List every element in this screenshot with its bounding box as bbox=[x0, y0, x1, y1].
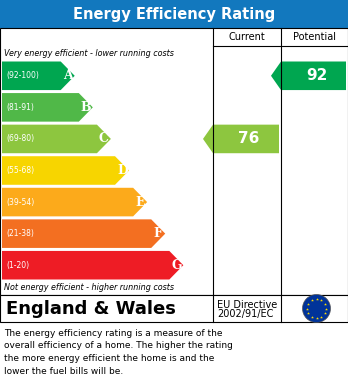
Text: EU Directive: EU Directive bbox=[217, 300, 277, 310]
Text: (69-80): (69-80) bbox=[6, 135, 34, 143]
Text: B: B bbox=[81, 101, 92, 114]
Text: G: G bbox=[171, 259, 182, 272]
Polygon shape bbox=[2, 251, 183, 280]
Polygon shape bbox=[2, 125, 111, 153]
Text: D: D bbox=[117, 164, 128, 177]
Text: A: A bbox=[63, 69, 72, 82]
Polygon shape bbox=[2, 188, 147, 216]
Polygon shape bbox=[2, 93, 93, 122]
Text: Current: Current bbox=[229, 32, 266, 42]
Text: 76: 76 bbox=[238, 131, 260, 146]
Text: Very energy efficient - lower running costs: Very energy efficient - lower running co… bbox=[4, 48, 174, 57]
Circle shape bbox=[302, 294, 331, 323]
Text: Energy Efficiency Rating: Energy Efficiency Rating bbox=[73, 7, 275, 22]
Text: England & Wales: England & Wales bbox=[6, 300, 176, 317]
Polygon shape bbox=[271, 61, 346, 90]
Polygon shape bbox=[2, 219, 165, 248]
Text: C: C bbox=[99, 133, 109, 145]
Text: 92: 92 bbox=[306, 68, 327, 83]
Text: (55-68): (55-68) bbox=[6, 166, 34, 175]
Polygon shape bbox=[2, 156, 129, 185]
Text: (81-91): (81-91) bbox=[6, 103, 34, 112]
Text: (21-38): (21-38) bbox=[6, 229, 34, 238]
Polygon shape bbox=[203, 125, 279, 153]
Text: The energy efficiency rating is a measure of the
overall efficiency of a home. T: The energy efficiency rating is a measur… bbox=[4, 329, 233, 375]
Text: F: F bbox=[153, 227, 162, 240]
Text: (92-100): (92-100) bbox=[6, 71, 39, 80]
Bar bbox=[0, 28, 348, 295]
Bar bbox=[0, 295, 348, 322]
Text: E: E bbox=[135, 196, 145, 208]
Text: (1-20): (1-20) bbox=[6, 261, 29, 270]
Text: 2002/91/EC: 2002/91/EC bbox=[217, 310, 274, 319]
Bar bbox=[0, 0, 348, 28]
Text: (39-54): (39-54) bbox=[6, 197, 34, 206]
Polygon shape bbox=[2, 61, 75, 90]
Text: Not energy efficient - higher running costs: Not energy efficient - higher running co… bbox=[4, 283, 174, 292]
Text: Potential: Potential bbox=[293, 32, 336, 42]
